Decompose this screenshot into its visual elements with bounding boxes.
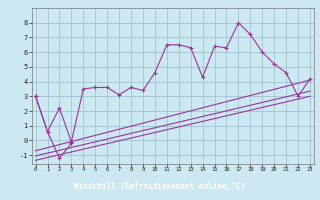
Text: Windchill (Refroidissement éolien,°C): Windchill (Refroidissement éolien,°C): [75, 182, 245, 192]
